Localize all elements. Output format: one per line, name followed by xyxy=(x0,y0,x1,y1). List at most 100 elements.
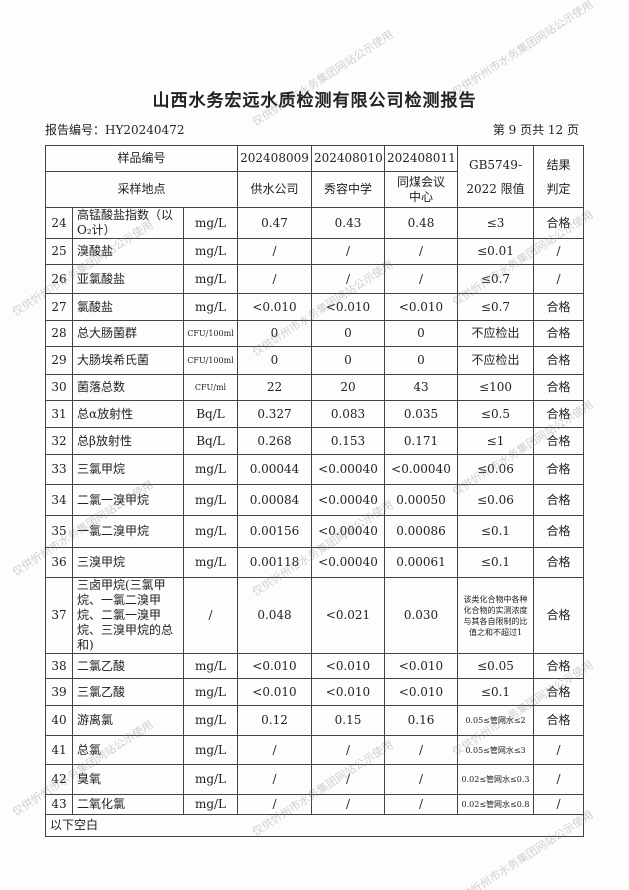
unit: mg/L xyxy=(183,705,238,736)
limit: ≤0.1 xyxy=(457,678,534,706)
item-name: 二氯乙酸 xyxy=(72,653,184,679)
row-number: 32 xyxy=(45,427,73,455)
table-row: 26 亚氯酸盐 mg/L / / / ≤0.7/ xyxy=(45,264,584,294)
value: / xyxy=(311,764,385,795)
limit: 不应检出 xyxy=(457,320,534,347)
value: <0.021 xyxy=(311,577,385,654)
item-name: 三溴甲烷 xyxy=(72,547,184,578)
limit-header: GB5749-2022 限值 xyxy=(457,145,534,208)
site: 秀容中学 xyxy=(311,171,385,208)
value: 22 xyxy=(237,374,312,401)
item-name: 氯酸盐 xyxy=(72,293,184,321)
result: / xyxy=(533,238,584,265)
result: 合格 xyxy=(533,484,584,516)
result: 合格 xyxy=(533,346,584,375)
unit: mg/L xyxy=(183,547,238,578)
row-number: 29 xyxy=(45,346,73,375)
value: <0.010 xyxy=(384,678,458,706)
table-row: 33 三氯甲烷 mg/L 0.00044 <0.00040 <0.00040 ≤0.06 合格 xyxy=(45,454,584,485)
value: 0.16 xyxy=(384,705,458,736)
result: 合格 xyxy=(533,293,584,321)
unit: mg/L xyxy=(183,515,238,548)
limit: ≤0.06 xyxy=(457,454,534,485)
limit: ≤0.01 xyxy=(457,238,534,265)
page-info: 第 9 页共 12 页 xyxy=(492,123,579,137)
item-name: 三卤甲烷(三氯甲烷、一氯二溴甲烷、二氯一溴甲烷、三溴甲烷的总和) xyxy=(72,577,184,654)
unit: mg/L xyxy=(183,264,238,294)
item-name: 菌落总数 xyxy=(72,374,184,401)
report-title: 山西水务宏远水质检测有限公司检测报告 xyxy=(152,91,477,111)
table-row: 35 一氯二溴甲烷 mg/L 0.00156 <0.00040 0.00086 ≤0.1 合格 xyxy=(45,515,584,548)
result: 合格 xyxy=(533,400,584,428)
sample-no: 202408011 xyxy=(384,145,458,172)
result: 合格 xyxy=(533,427,584,455)
table-row: 28 总大肠菌群 CFU/100ml 0 0 0 不应检出 合格 xyxy=(45,320,584,347)
row-number: 30 xyxy=(45,374,73,401)
result: 合格 xyxy=(533,207,584,239)
result: / xyxy=(533,264,584,294)
table-row: 40 游离氯 mg/L 0.12 0.15 0.16 0.05≤管网水≤2 合格 xyxy=(45,705,584,736)
value: / xyxy=(237,735,312,765)
limit: 0.05≤管网水≤2 xyxy=(457,705,534,736)
result: 合格 xyxy=(533,653,584,679)
value: 0.00050 xyxy=(384,484,458,516)
value: <0.00040 xyxy=(311,547,385,578)
limit: 0.05≤管网水≤3 xyxy=(457,735,534,765)
row-number: 40 xyxy=(45,705,73,736)
table-row: 38 二氯乙酸 mg/L <0.010 <0.010 <0.010 ≤0.05 合格 xyxy=(45,653,584,679)
table-row: 34 二氯一溴甲烷 mg/L 0.00084 <0.00040 0.00050 ≤0.06 合… xyxy=(45,484,584,516)
site-label: 采样地点 xyxy=(45,171,238,208)
site: 同煤会议中心 xyxy=(384,171,458,208)
item-name: 亚氯酸盐 xyxy=(72,264,184,294)
value: <0.010 xyxy=(237,293,312,321)
unit: / xyxy=(183,577,238,654)
value: <0.00040 xyxy=(311,515,385,548)
row-number: 34 xyxy=(45,484,73,516)
limit: ≤0.7 xyxy=(457,293,534,321)
value: 0.47 xyxy=(237,207,312,239)
item-name: 二氧化氯 xyxy=(72,794,184,815)
sample-no: 202408010 xyxy=(311,145,385,172)
value: 0.00084 xyxy=(237,484,312,516)
item-name: 高锰酸盐指数（以O₂计） xyxy=(72,207,184,239)
value: 43 xyxy=(384,374,458,401)
limit: ≤3 xyxy=(457,207,534,239)
value: 0.48 xyxy=(384,207,458,239)
unit: mg/L xyxy=(183,678,238,706)
item-name: 游离氯 xyxy=(72,705,184,736)
item-name: 三氯甲烷 xyxy=(72,454,184,485)
result: 合格 xyxy=(533,705,584,736)
unit: mg/L xyxy=(183,653,238,679)
item-name: 二氯一溴甲烷 xyxy=(72,484,184,516)
value: / xyxy=(237,238,312,265)
row-number: 38 xyxy=(45,653,73,679)
limit: ≤0.05 xyxy=(457,653,534,679)
item-name: 总α放射性 xyxy=(72,400,184,428)
unit: mg/L xyxy=(183,484,238,516)
table-row: 32 总β放射性 Bq/L 0.268 0.153 0.171 ≤1 合格 xyxy=(45,427,584,455)
row-number: 25 xyxy=(45,238,73,265)
result: 合格 xyxy=(533,577,584,654)
row-number: 41 xyxy=(45,735,73,765)
result: 合格 xyxy=(533,320,584,347)
value: 0.00061 xyxy=(384,547,458,578)
item-name: 总大肠菌群 xyxy=(72,320,184,347)
limit: ≤100 xyxy=(457,374,534,401)
result-header: 结果判定 xyxy=(533,145,584,208)
unit: mg/L xyxy=(183,764,238,795)
row-number: 39 xyxy=(45,678,73,706)
value: / xyxy=(384,735,458,765)
value: 0 xyxy=(384,346,458,375)
table-row: 43 二氧化氯 mg/L / //0.02≤管网水≤0.8/ xyxy=(45,794,584,815)
value: 0.15 xyxy=(311,705,385,736)
value: <0.010 xyxy=(311,653,385,679)
result: 合格 xyxy=(533,515,584,548)
table-row: 30 菌落总数 CFU/ml 22 20 43 ≤100 合格 xyxy=(45,374,584,401)
value: 0.035 xyxy=(384,400,458,428)
value: 0.268 xyxy=(237,427,312,455)
result: / xyxy=(533,735,584,765)
value: <0.010 xyxy=(384,653,458,679)
limit: ≤0.5 xyxy=(457,400,534,428)
row-number: 27 xyxy=(45,293,73,321)
